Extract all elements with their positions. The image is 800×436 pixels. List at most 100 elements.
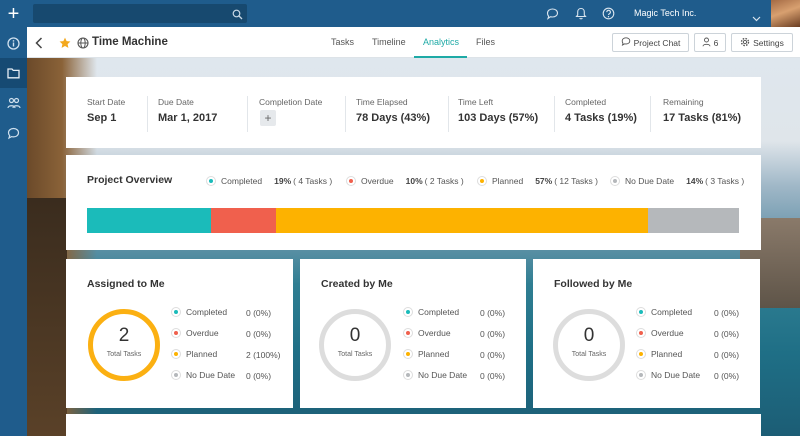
tab-timeline[interactable]: Timeline xyxy=(372,37,406,47)
globe-icon xyxy=(77,36,89,54)
cliff-shadow xyxy=(27,198,67,436)
legend-tasks: ( 2 Tasks ) xyxy=(424,176,464,186)
chevron-down-icon[interactable] xyxy=(752,9,761,27)
org-name[interactable]: Magic Tech Inc. xyxy=(634,8,697,18)
divider xyxy=(247,96,248,132)
total-tasks-count: 2 xyxy=(118,325,130,346)
row-value: 0 (0%) xyxy=(246,329,272,339)
legend-name: Overdue xyxy=(361,176,394,186)
breakdown-row: No Due Date xyxy=(404,370,467,380)
status-dot xyxy=(172,350,180,358)
status-progress-bar xyxy=(87,208,739,233)
row-value: 0 (0%) xyxy=(480,371,506,381)
row-value: 0 (0%) xyxy=(714,371,740,381)
total-tasks-label: Total Tasks xyxy=(571,351,607,358)
chat-icon[interactable] xyxy=(0,118,27,148)
breakdown-row: Overdue xyxy=(172,328,219,338)
breakdown-row: Completed xyxy=(172,307,227,317)
legend-dot xyxy=(478,177,486,185)
legend-name: No Due Date xyxy=(625,176,675,186)
status-bar-planned xyxy=(276,208,648,233)
card-title: Assigned to Me xyxy=(87,278,165,290)
status-dot xyxy=(404,350,412,358)
created-by-me-card: Created by Me 0 Total Tasks Completed 0 … xyxy=(300,259,526,408)
avatar[interactable] xyxy=(771,0,800,27)
tab-analytics[interactable]: Analytics xyxy=(423,37,460,47)
legend-no-due-date: No Due Date 14% ( 3 Tasks ) xyxy=(611,176,744,186)
star-icon[interactable] xyxy=(59,36,71,54)
active-tab-indicator xyxy=(414,56,467,58)
overview-title: Project Overview xyxy=(87,174,173,186)
project-chat-button[interactable]: Project Chat xyxy=(612,33,689,52)
breakdown-row: Planned xyxy=(172,349,217,359)
add-completion-date-button[interactable]: + xyxy=(260,110,276,126)
info-icon[interactable] xyxy=(0,28,27,58)
status-dot xyxy=(637,371,645,379)
total-tasks-count: 0 xyxy=(349,325,361,346)
assigned-to-me-card: Assigned to Me 2 Total Tasks Completed 0… xyxy=(66,259,293,408)
legend-percent: 19% xyxy=(274,176,292,186)
legend-tasks: ( 4 Tasks ) xyxy=(293,176,333,186)
breakdown-row: Planned xyxy=(404,349,449,359)
bottom-card xyxy=(66,414,761,436)
page-title: Time Machine xyxy=(92,36,168,48)
breakdown-row: No Due Date xyxy=(637,370,700,380)
project-header: Time Machine Tasks Timeline Analytics Fi… xyxy=(27,27,800,58)
card-title: Created by Me xyxy=(321,278,393,290)
total-tasks-ring: 0 Total Tasks xyxy=(553,309,625,381)
settings-button[interactable]: Settings xyxy=(731,33,793,52)
project-chat-label: Project Chat xyxy=(633,37,681,48)
row-label: Planned xyxy=(651,349,683,359)
legend-completed: Completed 19% ( 4 Tasks ) xyxy=(207,176,332,186)
legend-tasks: ( 3 Tasks ) xyxy=(705,176,745,186)
breakdown-row: No Due Date xyxy=(172,370,235,380)
row-label: No Due Date xyxy=(186,370,236,380)
legend-dot xyxy=(611,177,619,185)
divider xyxy=(448,96,449,132)
stat-value: 17 Tasks (81%) xyxy=(663,112,742,124)
row-label: Completed xyxy=(186,307,228,317)
row-value: 0 (0%) xyxy=(714,308,740,318)
left-rail: + xyxy=(0,0,27,436)
tab-tasks[interactable]: Tasks xyxy=(331,37,355,47)
row-value: 0 (0%) xyxy=(480,350,506,360)
status-dot xyxy=(637,329,645,337)
members-button[interactable]: 6 xyxy=(694,33,726,52)
legend-dot xyxy=(207,177,215,185)
status-dot xyxy=(637,350,645,358)
stat-value: 4 Tasks (19%) xyxy=(565,112,637,124)
stat-value: Mar 1, 2017 xyxy=(158,112,218,124)
settings-label: Settings xyxy=(753,37,784,48)
total-tasks-ring: 0 Total Tasks xyxy=(319,309,391,381)
status-dot xyxy=(404,329,412,337)
row-value: 0 (0%) xyxy=(246,371,272,381)
stat-label: Start Date xyxy=(87,97,126,107)
search-input[interactable] xyxy=(33,4,247,23)
stat-label: Time Left xyxy=(458,97,494,107)
people-icon[interactable] xyxy=(0,88,27,118)
gear-icon xyxy=(740,37,750,49)
row-label: Completed xyxy=(651,307,693,317)
stat-label: Completed xyxy=(565,97,607,107)
status-bar-completed xyxy=(87,208,211,233)
project-stats-card: Start Date Sep 1 Due Date Mar 1, 2017 Co… xyxy=(66,77,761,148)
help-icon[interactable] xyxy=(600,5,617,22)
folder-icon[interactable] xyxy=(0,58,27,88)
row-value: 0 (0%) xyxy=(714,350,740,360)
legend-overdue: Overdue 10% ( 2 Tasks ) xyxy=(347,176,464,186)
back-arrow-icon[interactable] xyxy=(35,36,43,54)
search-icon[interactable] xyxy=(232,7,243,25)
status-dot xyxy=(404,308,412,316)
total-tasks-ring: 2 Total Tasks xyxy=(88,309,160,381)
legend-percent: 57% xyxy=(535,176,553,186)
legend-tasks: ( 12 Tasks ) xyxy=(554,176,598,186)
legend-percent: 10% xyxy=(405,176,423,186)
status-bar-no-due-date xyxy=(647,208,739,233)
top-bar: Magic Tech Inc. xyxy=(27,0,800,27)
plus-icon[interactable]: + xyxy=(7,2,20,25)
status-dot xyxy=(172,308,180,316)
row-value: 0 (0%) xyxy=(480,308,506,318)
chat-icon[interactable] xyxy=(544,5,561,22)
tab-files[interactable]: Files xyxy=(476,37,496,47)
bell-icon[interactable] xyxy=(572,5,589,22)
